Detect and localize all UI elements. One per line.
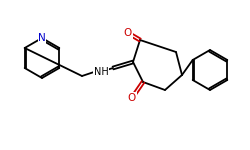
Text: O: O [124, 28, 132, 38]
Text: N: N [38, 33, 46, 43]
Text: O: O [128, 93, 136, 103]
Text: NH: NH [94, 67, 108, 77]
